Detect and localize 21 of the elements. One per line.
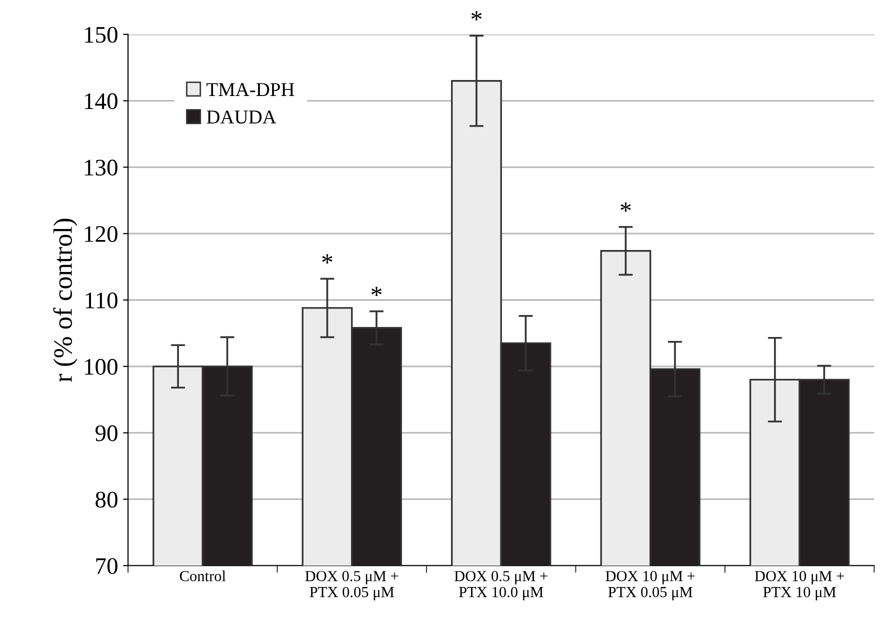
y-tick-label: 100 xyxy=(84,358,118,375)
y-tick-label: 120 xyxy=(84,226,118,242)
annotation: * xyxy=(620,202,631,212)
y-tick-label: 90 xyxy=(95,425,118,442)
y-tick-label: 130 xyxy=(84,160,118,176)
x-tick-label: DOX 0.5 μM + PTX 0.05 μM xyxy=(305,570,398,600)
legend-label: DAUDA xyxy=(206,110,276,124)
y-tick-label: 150 xyxy=(84,26,118,43)
annotation: * xyxy=(322,254,332,264)
annotation: * xyxy=(471,11,482,20)
y-axis-title: r (% of control) xyxy=(53,218,78,382)
y-tick-label: 80 xyxy=(96,492,118,508)
x-tick-label: Control xyxy=(180,570,226,582)
x-tick-label: DOX 10 μM + PTX 10 μM xyxy=(754,570,844,600)
x-tick-label: DOX 10 μM + PTX 0.05 μM xyxy=(606,570,695,600)
y-tick-label: 140 xyxy=(84,93,118,110)
x-tick-label: DOX 0.5 μM + PTX 10.0 μM xyxy=(454,570,548,600)
legend-label: TMA-DPH xyxy=(206,83,294,96)
annotation: * xyxy=(371,286,382,296)
y-tick-label: 70 xyxy=(96,558,118,574)
y-tick-label: 110 xyxy=(86,292,118,308)
